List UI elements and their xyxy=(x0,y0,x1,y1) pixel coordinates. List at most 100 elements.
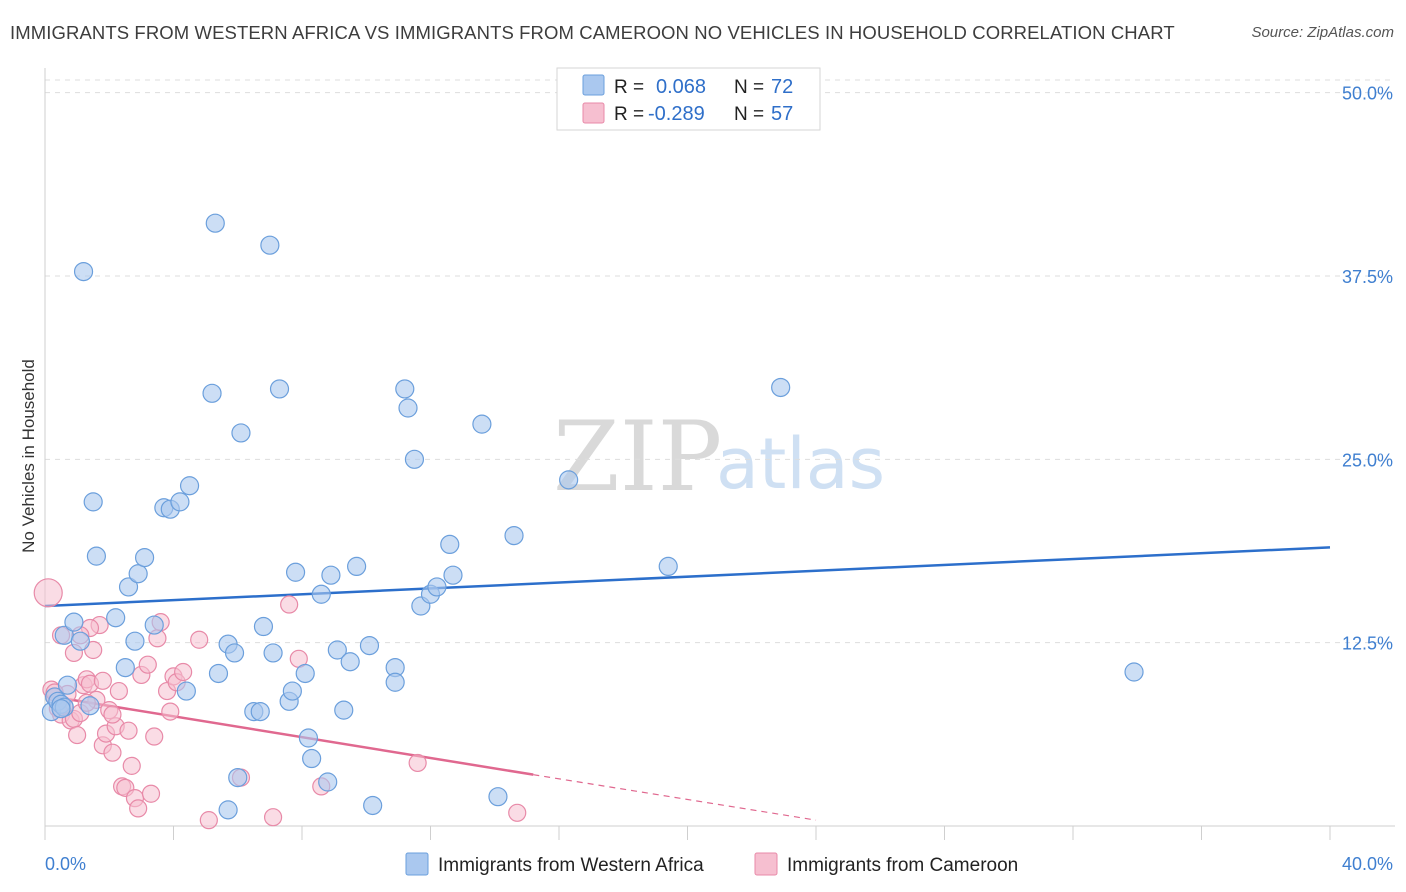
axes xyxy=(44,68,1395,840)
series-western-africa-points xyxy=(41,213,1144,820)
point-cameroon xyxy=(138,655,157,674)
point-western-africa xyxy=(334,700,354,720)
y-tick-label-0: 12.5% xyxy=(1342,634,1393,654)
point-western-africa xyxy=(179,476,200,496)
point-western-africa xyxy=(285,562,306,582)
legend-r-value-1: 0.068 xyxy=(656,76,706,98)
point-western-africa xyxy=(144,615,164,635)
legend-n-value-2: 57 xyxy=(771,103,793,125)
point-western-africa xyxy=(302,748,322,769)
point-western-africa xyxy=(115,657,135,678)
x-tick-label-1: 40.0% xyxy=(1342,854,1393,874)
point-western-africa xyxy=(202,383,222,403)
point-western-africa xyxy=(359,635,380,656)
point-western-africa xyxy=(282,681,302,701)
legend-n-label-2: N = xyxy=(734,104,764,125)
y-tick-label-2: 37.5% xyxy=(1342,267,1393,287)
point-cameroon xyxy=(190,630,209,649)
point-cameroon xyxy=(199,811,218,830)
point-western-africa xyxy=(327,640,347,660)
point-western-africa xyxy=(385,672,405,692)
point-western-africa xyxy=(340,652,360,672)
point-western-africa xyxy=(83,492,103,512)
point-western-africa xyxy=(443,565,463,585)
point-western-africa xyxy=(73,262,94,282)
y-axis-label: No Vehicles in Household xyxy=(19,359,38,553)
point-western-africa xyxy=(231,423,251,443)
point-cameroon xyxy=(129,799,148,818)
point-western-africa xyxy=(51,699,71,719)
point-western-africa xyxy=(771,377,791,398)
point-western-africa xyxy=(472,414,492,434)
point-western-africa xyxy=(321,565,341,585)
point-western-africa xyxy=(176,681,196,701)
bottom-legend-swatch-cameroon xyxy=(754,852,778,876)
point-western-africa xyxy=(298,728,319,748)
y-tick-label-1: 25.0% xyxy=(1342,450,1393,470)
trend-line-cameroon xyxy=(44,694,534,776)
point-cameroon xyxy=(109,681,128,701)
point-western-africa xyxy=(398,398,418,418)
watermark-zip: ZIP xyxy=(553,401,722,513)
point-western-africa xyxy=(504,525,524,546)
point-western-africa xyxy=(440,534,460,555)
point-western-africa xyxy=(70,631,90,651)
x-tick-label-0: 0.0% xyxy=(45,854,86,874)
stats-legend: R = 0.068 N = 72 R = -0.289 N = 57 xyxy=(556,67,821,131)
point-western-africa xyxy=(250,701,270,722)
point-western-africa xyxy=(86,546,107,566)
watermark-atlas: atlas xyxy=(716,423,885,505)
point-western-africa xyxy=(106,608,126,628)
point-cameroon xyxy=(103,743,122,762)
point-western-africa xyxy=(363,795,383,816)
point-western-africa xyxy=(658,556,678,577)
trend-line-cameroon-extension xyxy=(533,774,817,821)
bottom-legend-label-western-africa: Immigrants from Western Africa xyxy=(438,855,704,876)
point-western-africa xyxy=(347,556,367,577)
point-cameroon xyxy=(408,753,427,773)
gridlines xyxy=(45,79,1395,644)
legend-swatch-western-africa xyxy=(582,74,605,96)
point-western-africa xyxy=(118,577,139,597)
point-cameroon xyxy=(174,662,193,682)
legend-r-value-2: -0.289 xyxy=(648,103,705,125)
bottom-legend-label-cameroon: Immigrants from Cameroon xyxy=(787,855,1018,876)
trend-line-western-africa xyxy=(44,546,1331,608)
point-western-africa xyxy=(228,767,248,788)
y-tick-label-3: 50.0% xyxy=(1342,84,1393,104)
y-tick-labels: 12.5% 25.0% 37.5% 50.0% xyxy=(1342,84,1393,654)
point-cameroon xyxy=(161,702,180,721)
source-label: Source: ZipAtlas.com xyxy=(1251,24,1394,41)
point-western-africa xyxy=(125,631,145,651)
point-western-africa xyxy=(427,577,447,597)
point-cameroon xyxy=(68,725,87,745)
point-western-africa xyxy=(64,612,84,632)
point-western-africa xyxy=(318,772,338,792)
point-western-africa xyxy=(128,564,148,584)
chart-title: IMMIGRANTS FROM WESTERN AFRICA VS IMMIGR… xyxy=(10,22,1175,43)
point-western-africa xyxy=(488,787,508,807)
point-western-africa xyxy=(205,213,225,233)
point-western-africa xyxy=(311,584,331,604)
point-western-africa xyxy=(208,663,229,684)
point-cameroon xyxy=(263,808,283,827)
point-cameroon xyxy=(93,671,112,690)
point-western-africa xyxy=(269,379,290,399)
x-tick-labels: 0.0% 40.0% xyxy=(45,854,1393,874)
bottom-legend-swatch-western-africa xyxy=(405,852,429,876)
point-cameroon xyxy=(141,784,161,803)
legend-n-value-1: 72 xyxy=(771,76,793,98)
point-western-africa xyxy=(559,470,579,490)
point-cameroon xyxy=(508,803,527,822)
point-western-africa xyxy=(263,643,283,663)
legend-n-label-1: N = xyxy=(734,77,764,98)
point-cameroon xyxy=(33,578,63,608)
point-western-africa xyxy=(295,663,315,684)
point-western-africa xyxy=(218,800,238,820)
point-western-africa xyxy=(1124,662,1144,682)
point-cameroon xyxy=(145,727,164,746)
point-western-africa xyxy=(404,449,425,469)
point-cameroon xyxy=(84,640,103,660)
point-western-africa xyxy=(224,643,245,663)
